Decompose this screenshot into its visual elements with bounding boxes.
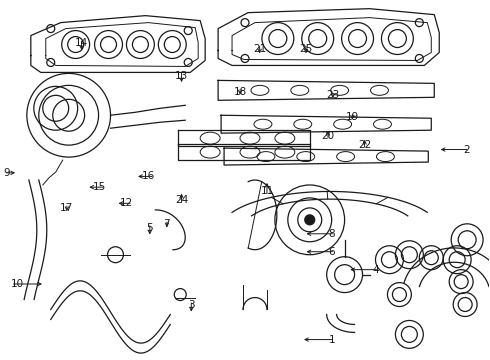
Text: 21: 21 <box>253 44 266 54</box>
Text: 14: 14 <box>75 39 88 48</box>
Text: 16: 16 <box>142 171 155 181</box>
Text: 4: 4 <box>372 265 379 275</box>
Text: 22: 22 <box>358 140 371 149</box>
Text: 25: 25 <box>299 44 313 54</box>
Text: 9: 9 <box>3 168 10 178</box>
Text: 24: 24 <box>175 195 188 205</box>
Text: 6: 6 <box>329 247 335 257</box>
Text: 15: 15 <box>93 182 106 192</box>
Text: 12: 12 <box>120 198 133 208</box>
Text: 17: 17 <box>60 203 74 213</box>
Text: 23: 23 <box>326 90 340 100</box>
Text: 13: 13 <box>175 71 188 81</box>
Text: 5: 5 <box>147 223 153 233</box>
Text: 19: 19 <box>346 112 359 122</box>
Text: 20: 20 <box>321 131 335 140</box>
Text: 18: 18 <box>234 87 247 97</box>
Text: 10: 10 <box>11 279 24 289</box>
Text: 2: 2 <box>463 144 469 154</box>
Circle shape <box>305 215 315 225</box>
Text: 3: 3 <box>188 300 195 310</box>
Text: 1: 1 <box>329 334 335 345</box>
Text: 11: 11 <box>260 186 273 196</box>
Text: 8: 8 <box>329 229 335 239</box>
Text: 7: 7 <box>164 220 170 229</box>
